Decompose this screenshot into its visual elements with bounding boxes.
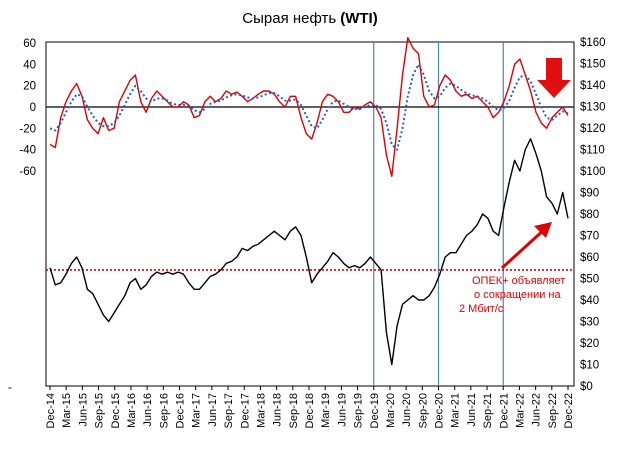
right-tick-label: $140 <box>580 80 606 92</box>
annotation-arrow-head <box>534 222 552 238</box>
right-tick-label: $0 <box>580 381 593 393</box>
x-tick-label: Dec-15 <box>110 393 122 428</box>
x-tick-label: Mar-15 <box>61 393 73 428</box>
x-tick-label: Sep-21 <box>482 393 494 428</box>
x-tick-label: Dec-16 <box>175 393 187 428</box>
down-arrow-icon <box>537 58 571 98</box>
x-tick-label: Sep-16 <box>158 393 170 428</box>
series-line-momentum <box>49 37 569 177</box>
chart-title-bold: (WTI) <box>340 10 377 27</box>
chart-title-main: Сырая нефть <box>242 10 336 27</box>
x-tick-label: Sep-17 <box>223 393 235 428</box>
x-tick-label: Dec-20 <box>434 393 446 428</box>
x-tick-label: Sep-22 <box>547 393 559 428</box>
right-tick-label: $10 <box>580 360 599 372</box>
x-tick-label: Mar-20 <box>385 393 397 428</box>
x-tick-label: Jun-16 <box>142 393 154 427</box>
left-tick-label: -20 <box>19 123 36 135</box>
right-tick-label: $70 <box>580 231 599 243</box>
left-tick-label: 60 <box>23 38 36 50</box>
x-tick-label: Jun-15 <box>77 393 89 427</box>
left-tick-label: -40 <box>19 145 36 157</box>
x-tick-label: Jun-21 <box>466 393 478 427</box>
annotation-arrow-shaft <box>500 226 548 270</box>
x-tick-label: Mar-21 <box>450 393 462 428</box>
x-tick-label: Dec-17 <box>239 393 251 428</box>
right-tick-label: $80 <box>580 209 599 221</box>
left-tick-label: -60 <box>19 166 36 178</box>
series-line-price <box>49 138 569 366</box>
x-tick-label: Jun-19 <box>336 393 348 427</box>
x-tick-label: Dec-22 <box>563 393 575 428</box>
annotation-line-2: о сокращении на <box>474 289 562 301</box>
plot-area-frame <box>45 41 575 387</box>
annotation-line-3: 2 Мбит/с <box>459 303 504 315</box>
right-tick-label: $100 <box>580 166 606 178</box>
right-tick-label: $20 <box>580 338 599 350</box>
x-tick-label: Jun-20 <box>401 393 413 427</box>
x-tick-label: Jun-22 <box>531 393 543 427</box>
right-tick-label: $110 <box>580 145 605 157</box>
x-tick-label: Dec-19 <box>369 393 381 428</box>
x-tick-label: Jun-18 <box>272 393 284 427</box>
series-group <box>49 37 569 366</box>
right-tick-label: $150 <box>580 59 606 71</box>
right-tick-label: $40 <box>580 295 599 307</box>
right-tick-label: $90 <box>580 188 599 200</box>
x-tick-label: Dec-14 <box>45 393 57 428</box>
right-tick-label: $130 <box>580 102 606 114</box>
series-line-momentum-avg <box>49 63 569 151</box>
x-tick-label: Sep-19 <box>353 393 365 428</box>
left-tick-label: 40 <box>23 59 36 71</box>
right-tick-label: $30 <box>580 317 599 329</box>
right-tick-label: $160 <box>580 37 606 49</box>
left-axis: 60 40 20 0 -20 -40 -60 <box>19 38 36 178</box>
x-tick-label: Jun-17 <box>207 393 219 427</box>
right-tick-label: $60 <box>580 252 599 264</box>
x-tick-label: Mar-19 <box>320 393 332 428</box>
right-tick-label: $120 <box>580 123 606 135</box>
x-tick-label: Dec-18 <box>304 393 316 428</box>
x-axis: Dec-14 Mar-15 Jun-15 Sep-15 Dec-15 Mar-16 Jun-… <box>45 386 575 428</box>
x-tick-label: Mar-16 <box>126 393 138 428</box>
x-tick-label: Sep-18 <box>288 393 300 428</box>
x-tick-label: Mar-17 <box>191 393 203 428</box>
left-tick-label: 0 <box>30 102 36 114</box>
stray-left-mark: - <box>8 382 12 394</box>
x-tick-label: Sep-15 <box>94 393 106 428</box>
x-tick-label: Mar-18 <box>255 393 267 428</box>
x-tick-label: Dec-21 <box>498 393 510 428</box>
left-tick-label: 20 <box>23 81 36 93</box>
chart-title: Сырая нефть (WTI) <box>242 10 377 27</box>
right-tick-label: $50 <box>580 274 599 286</box>
annotation-line-1: ОПЕК+ объявляет <box>472 275 565 287</box>
x-tick-label: Mar-22 <box>514 393 526 428</box>
right-axis: $160 $150 $140 $130 $120 $110 $100 $90 $80 $70 $60… <box>580 37 606 393</box>
x-tick-label: Sep-20 <box>417 393 429 428</box>
